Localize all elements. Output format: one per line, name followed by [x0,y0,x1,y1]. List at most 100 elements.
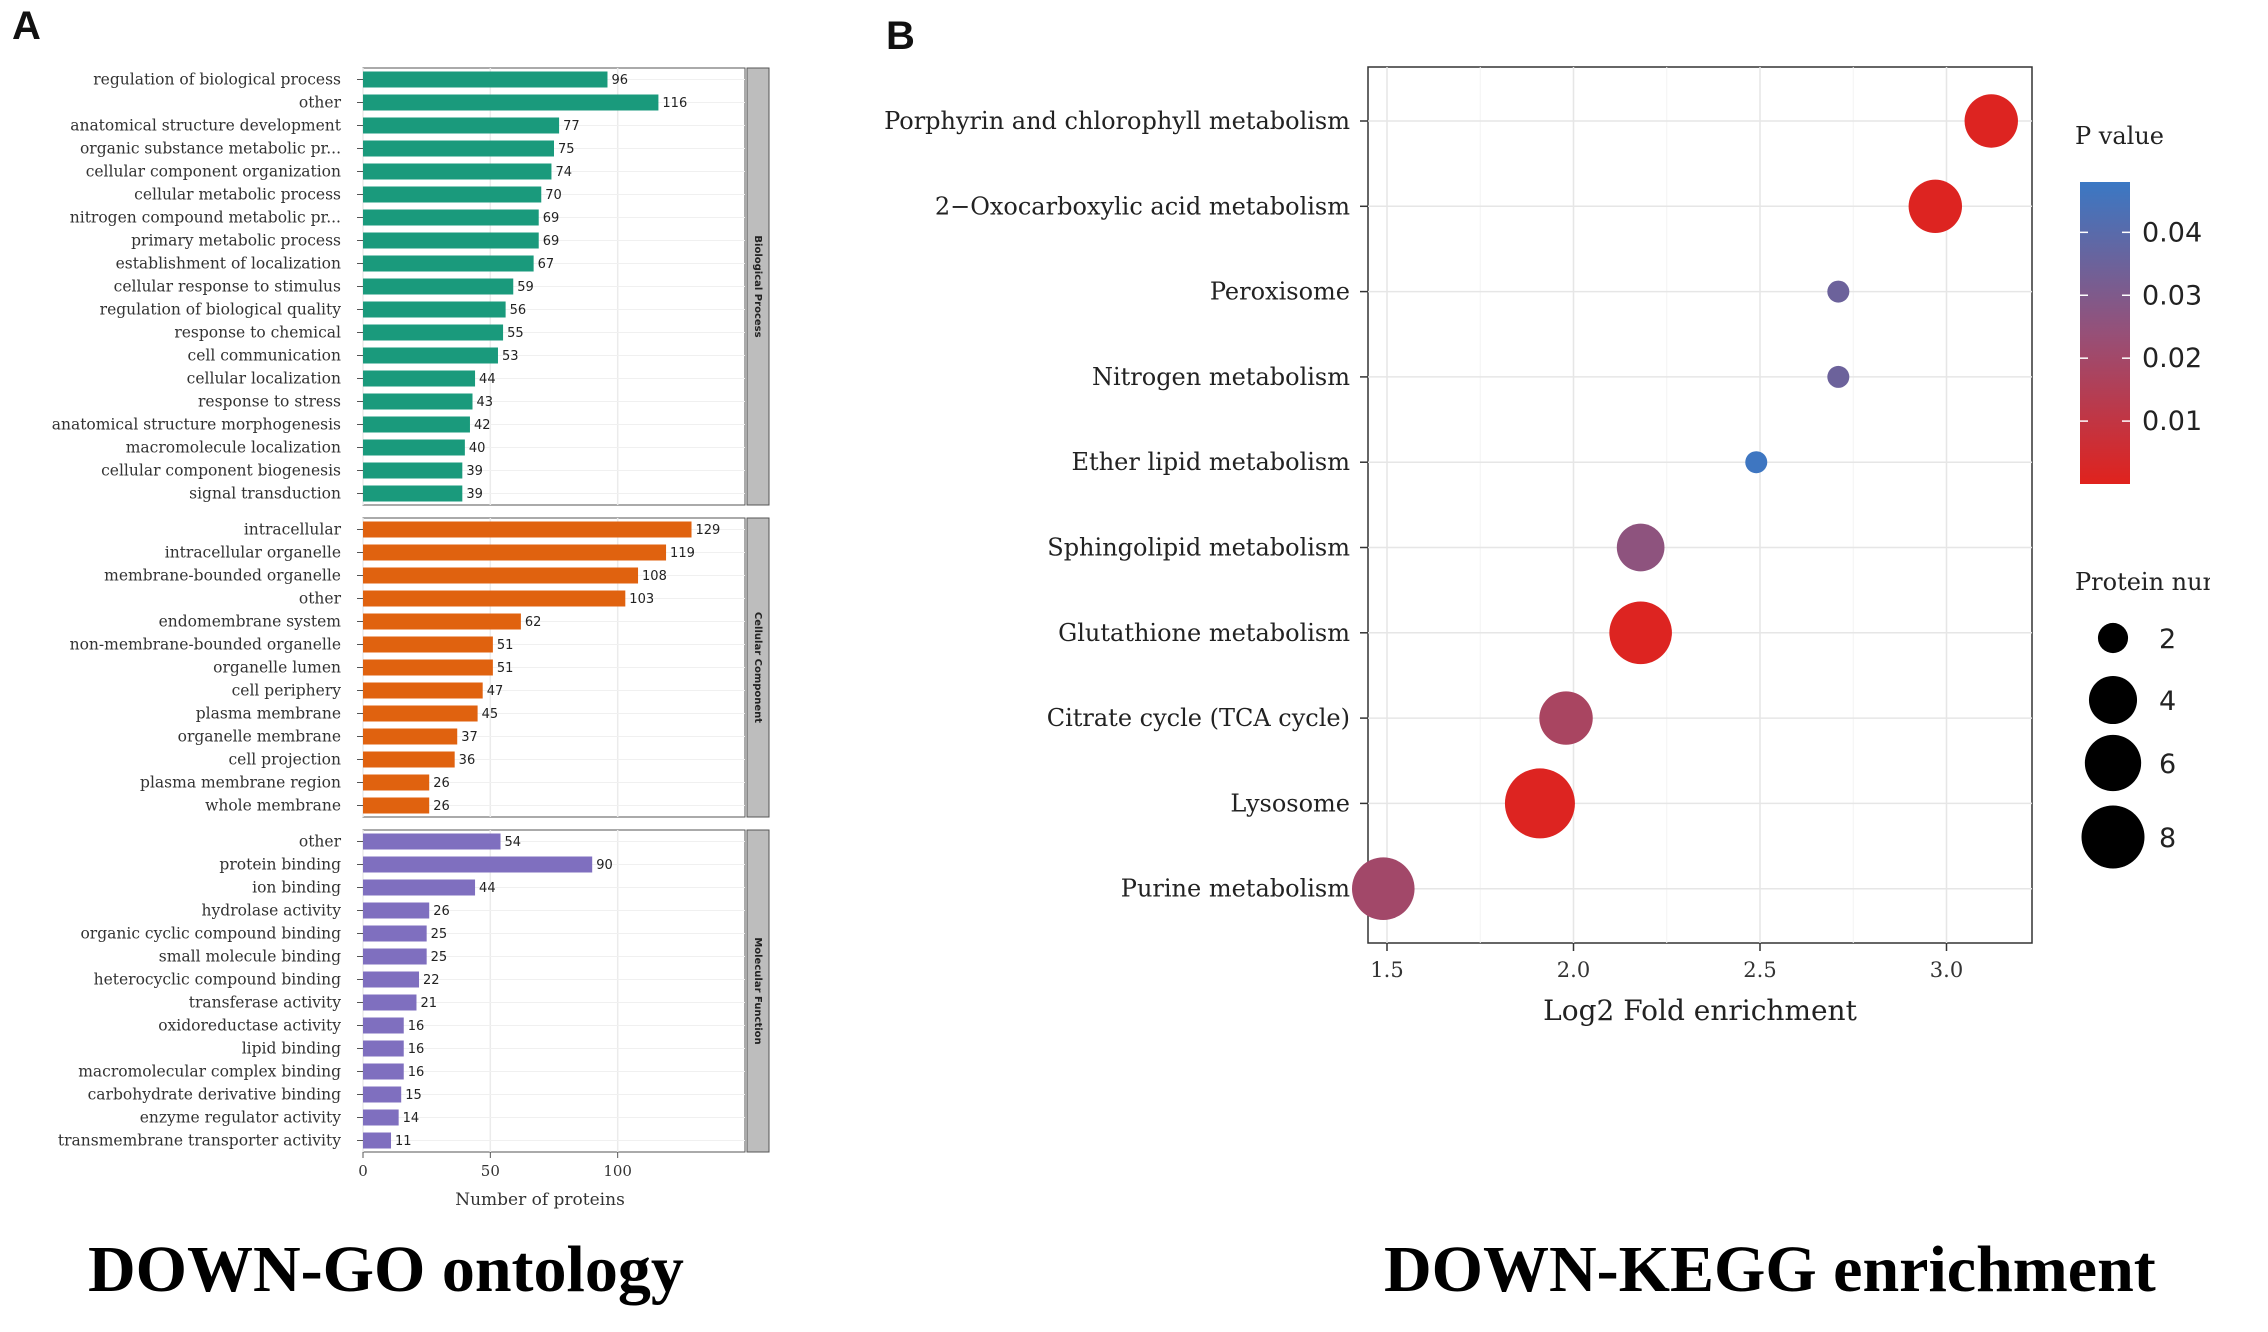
bar-value-label: 59 [517,280,534,295]
bar-value-label: 26 [433,799,450,814]
bar-value-label: 51 [497,661,514,676]
size-legend-label: 8 [2159,823,2176,854]
panel-a-caption: DOWN-GO ontology [88,1233,684,1306]
bar-value-label: 129 [696,523,721,538]
bar [363,682,483,699]
panel-b-letter: B [886,14,915,58]
bar [363,613,521,630]
category-label: intracellular [244,521,342,539]
bar-value-label: 51 [497,638,514,653]
x-tick-label: 2.0 [1557,958,1590,982]
category-label: transferase activity [189,994,341,1012]
category-label: organic cyclic compound binding [80,925,341,943]
bubble [1745,451,1768,474]
category-label: cell periphery [232,682,342,700]
kegg-bubble-chart: Porphyrin and chlorophyll metabolism 2−Ox… [884,66,2210,1027]
bar [363,797,430,814]
x-tick-label: 3.0 [1930,958,1963,982]
facet-strip-label: Biological Process [752,235,763,337]
bar [363,971,420,988]
bar [363,994,417,1011]
panel-b-caption: DOWN-KEGG enrichment [1384,1233,2156,1306]
category-label: establishment of localization [116,255,341,273]
category-label: nitrogen compound metabolic pr... [70,209,341,227]
bar-value-label: 22 [423,973,440,988]
bar [363,1063,404,1080]
category-label: other [299,833,342,851]
category-label: anatomical structure development [70,117,342,135]
y-tick-label: Peroxisome [1210,278,1350,306]
bar [363,567,639,584]
size-legend-label: 4 [2159,686,2176,717]
bar-value-label: 40 [469,441,486,456]
bar-value-label: 43 [477,395,494,410]
category-label: membrane-bounded organelle [104,567,341,585]
y-tick-label: Purine metabolism [1121,875,1350,903]
category-label: carbohydrate derivative binding [88,1086,341,1104]
colorbar [2080,182,2130,484]
bar [363,393,473,410]
category-label: organic substance metabolic pr... [80,140,341,158]
category-label: response to chemical [174,324,341,342]
bar-value-label: 16 [408,1019,425,1034]
size-legend-label: 6 [2159,749,2176,780]
size-legend-circle [2097,622,2129,654]
bar-value-label: 55 [507,326,524,341]
bar [363,94,659,111]
bar-value-label: 90 [596,858,613,873]
bar-value-label: 119 [670,546,695,561]
category-label: cellular metabolic process [134,186,341,204]
x-tick-label: 100 [603,1162,632,1180]
category-label: hydrolase activity [202,902,342,920]
y-tick-label: Citrate cycle (TCA cycle) [1047,704,1350,732]
bar [363,232,539,249]
x-tick-label: 0 [358,1162,368,1180]
bar-value-label: 54 [505,835,522,850]
bar [363,416,470,433]
bar-value-label: 44 [479,372,496,387]
bar-value-label: 14 [403,1111,420,1126]
bar-value-label: 42 [474,418,491,433]
size-legend-title: Protein number [2075,568,2210,596]
category-label: enzyme regulator activity [140,1109,342,1127]
y-tick-label: 2−Oxocarboxylic acid metabolism [935,192,1350,220]
category-label: cellular localization [187,370,341,388]
bar [363,209,539,226]
category-label: response to stress [198,393,341,411]
category-label: organelle lumen [213,659,341,677]
bar [363,140,554,157]
bar [363,590,626,607]
y-tick-label: Ether lipid metabolism [1072,448,1351,476]
bar-value-label: 96 [611,73,628,88]
category-label: organelle membrane [178,728,341,746]
bar-value-label: 39 [466,487,483,502]
x-tick-label: 2.5 [1743,958,1776,982]
colorbar-tick-label: 0.04 [2142,217,2202,248]
category-label: cell projection [228,751,341,769]
category-label: endomembrane system [159,613,342,631]
bar [363,1017,404,1034]
facet-1: 129 intracellular 119 intracellular organel… [70,517,770,818]
facet-0: 96 regulation of biological process 116 oth… [52,67,770,506]
category-label: lipid binding [242,1040,341,1058]
bar [363,117,560,134]
bar [363,521,692,538]
category-label: macromolecule localization [126,439,341,457]
size-legend-circle [2081,805,2145,869]
bar-value-label: 74 [555,165,572,180]
bar [363,1086,402,1103]
bar [363,1109,399,1126]
bar [363,659,493,676]
category-label: ion binding [252,879,341,897]
category-label: cellular response to stimulus [114,278,341,296]
bar-value-label: 37 [461,730,478,745]
category-label: signal transduction [189,485,341,503]
bubble [1351,857,1415,920]
x-axis-title: Number of proteins [455,1190,625,1210]
bar-value-label: 45 [482,707,499,722]
bar-value-label: 26 [433,776,450,791]
facet-strip-label: Molecular Function [752,937,763,1044]
bar-value-label: 116 [662,96,687,111]
category-label: oxidoreductase activity [158,1017,341,1035]
